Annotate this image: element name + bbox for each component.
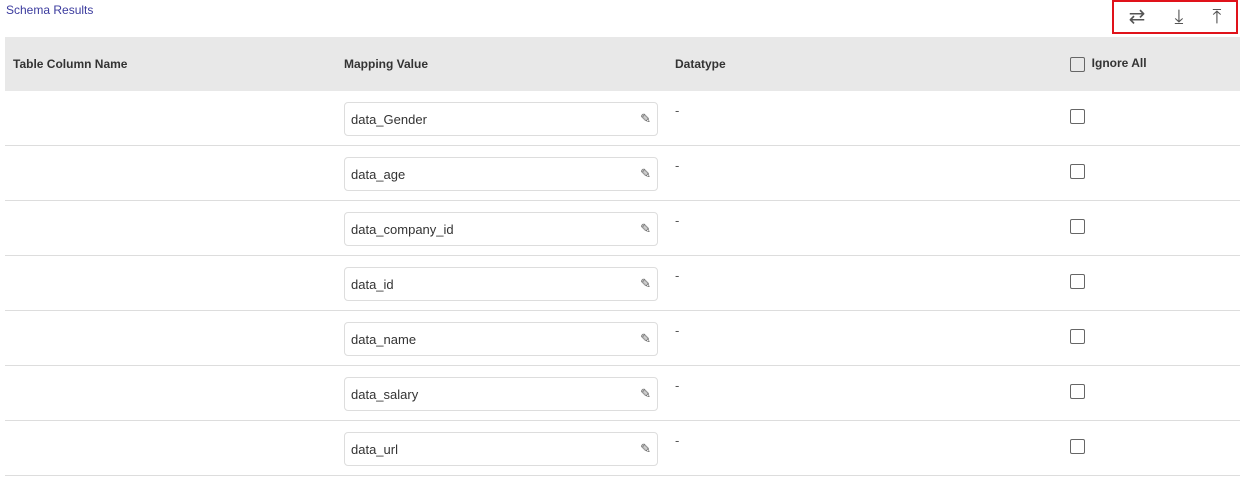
datatype-value: - xyxy=(675,103,680,118)
datatype-value: - xyxy=(675,213,680,228)
datatype-value: - xyxy=(675,378,680,393)
datatype-value: - xyxy=(675,323,680,338)
column-name-cell xyxy=(5,420,336,476)
header-column-name: Table Column Name xyxy=(5,37,336,91)
ignore-checkbox[interactable] xyxy=(1070,164,1085,180)
pencil-icon[interactable]: ✎ xyxy=(640,331,651,346)
toolbar: ⇄ ⤓ ⤒ xyxy=(1112,0,1238,34)
pencil-icon[interactable]: ✎ xyxy=(640,111,651,126)
ignore-checkbox[interactable] xyxy=(1070,109,1085,125)
ignore-checkbox[interactable] xyxy=(1070,439,1085,455)
mapping-value-field[interactable]: data_company_id ✎ xyxy=(344,212,658,246)
page-title: Schema Results xyxy=(6,3,94,17)
ignore-all-label: Ignore All xyxy=(1091,56,1147,71)
mapping-value-field[interactable]: data_salary ✎ xyxy=(344,377,658,411)
table-row: data_name ✎ - xyxy=(5,310,1240,366)
table-row: data_Gender ✎ - xyxy=(5,91,1240,146)
table-row: data_age ✎ - xyxy=(5,145,1240,201)
mapping-value-field[interactable]: data_name ✎ xyxy=(344,322,658,356)
header-mapping-value: Mapping Value xyxy=(336,37,667,91)
mapping-value: data_Gender xyxy=(351,111,427,127)
upload-icon[interactable]: ⤒ xyxy=(1212,6,1222,28)
table-row: data_id ✎ - xyxy=(5,255,1240,311)
mapping-value: data_salary xyxy=(351,386,419,402)
column-name-cell xyxy=(5,200,336,256)
swap-icon[interactable]: ⇄ xyxy=(1128,6,1146,28)
pencil-icon[interactable]: ✎ xyxy=(640,166,651,181)
pencil-icon[interactable]: ✎ xyxy=(640,441,651,456)
mapping-value: data_name xyxy=(351,331,417,347)
ignore-checkbox[interactable] xyxy=(1070,219,1085,235)
pencil-icon[interactable]: ✎ xyxy=(640,386,651,401)
datatype-value: - xyxy=(675,433,680,448)
download-icon[interactable]: ⤓ xyxy=(1174,6,1184,28)
mapping-value-field[interactable]: data_age ✎ xyxy=(344,157,658,191)
mapping-value: data_company_id xyxy=(351,221,454,237)
ignore-all-checkbox[interactable] xyxy=(1070,56,1085,72)
column-name-cell xyxy=(5,365,336,421)
table-row: data_salary ✎ - xyxy=(5,365,1240,421)
mapping-value: data_age xyxy=(351,166,406,182)
mapping-value: data_id xyxy=(351,276,394,292)
mapping-value-field[interactable]: data_id ✎ xyxy=(344,267,658,301)
mapping-value: data_url xyxy=(351,441,398,457)
column-name-cell xyxy=(5,145,336,201)
table-row: data_url ✎ - xyxy=(5,420,1240,476)
table-row: data_company_id ✎ - xyxy=(5,200,1240,256)
ignore-checkbox[interactable] xyxy=(1070,384,1085,400)
mapping-value-field[interactable]: data_url ✎ xyxy=(344,432,658,466)
mapping-value-field[interactable]: data_Gender ✎ xyxy=(344,102,658,136)
header-datatype: Datatype xyxy=(667,37,1062,91)
column-name-cell xyxy=(5,91,336,146)
column-name-cell xyxy=(5,310,336,366)
ignore-checkbox[interactable] xyxy=(1070,274,1085,290)
header-ignore-all: Ignore All xyxy=(1062,37,1240,91)
pencil-icon[interactable]: ✎ xyxy=(640,221,651,236)
datatype-value: - xyxy=(675,268,680,283)
datatype-value: - xyxy=(675,158,680,173)
ignore-checkbox[interactable] xyxy=(1070,329,1085,345)
pencil-icon[interactable]: ✎ xyxy=(640,276,651,291)
column-name-cell xyxy=(5,255,336,311)
schema-table: Table Column Name Mapping Value Datatype… xyxy=(5,37,1240,476)
